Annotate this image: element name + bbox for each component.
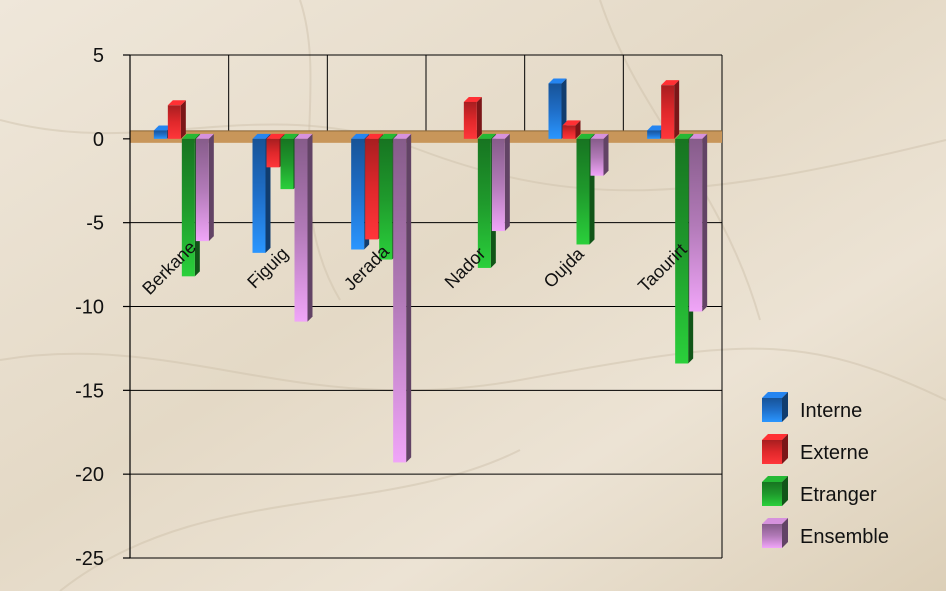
legend-item-etranger: Etranger [762, 476, 877, 506]
legend-swatch [762, 398, 782, 422]
y-tick-label: 0 [93, 129, 104, 151]
bar-ensemble-jerada [393, 133, 412, 463]
legend-item-externe: Externe [762, 434, 869, 464]
y-tick-label: 5 [93, 45, 104, 67]
legend-label: Externe [800, 442, 869, 464]
zero-band [130, 130, 722, 143]
bar-externe-oujda [562, 120, 581, 139]
legend-swatch [762, 440, 782, 464]
legend-label: Interne [800, 400, 862, 422]
legend-label: Ensemble [800, 526, 889, 548]
y-tick-label: -10 [75, 297, 104, 319]
legend-swatch [762, 524, 782, 548]
bar-ensemble-berkane [195, 133, 214, 242]
zero-baseline [130, 130, 722, 143]
gridlines [130, 54, 723, 559]
legend-label: Etranger [800, 484, 877, 506]
y-tick-label: -25 [75, 548, 104, 570]
y-axis: 5 0 -5 -10 -15 -20 -25 [75, 45, 131, 570]
bar-ensemble-nador [491, 133, 510, 232]
legend-swatch [762, 482, 782, 506]
bars [153, 78, 708, 463]
y-tick-label: -5 [86, 213, 104, 235]
legend-item-ensemble: Ensemble [762, 518, 889, 548]
bar-ensemble-oujda [590, 133, 609, 176]
legend-item-interne: Interne [762, 392, 862, 422]
bar-externe-nador [463, 96, 482, 139]
legend: Interne Externe Etranger Ensemble [762, 392, 889, 548]
y-tick-label: -20 [75, 464, 104, 486]
bar-ensemble-taourirt [689, 133, 708, 312]
bar-ensemble-figuig [294, 133, 313, 322]
bar-externe-berkane [167, 100, 186, 139]
y-tick-label: -15 [75, 380, 104, 402]
bar-externe-taourirt [661, 80, 680, 139]
